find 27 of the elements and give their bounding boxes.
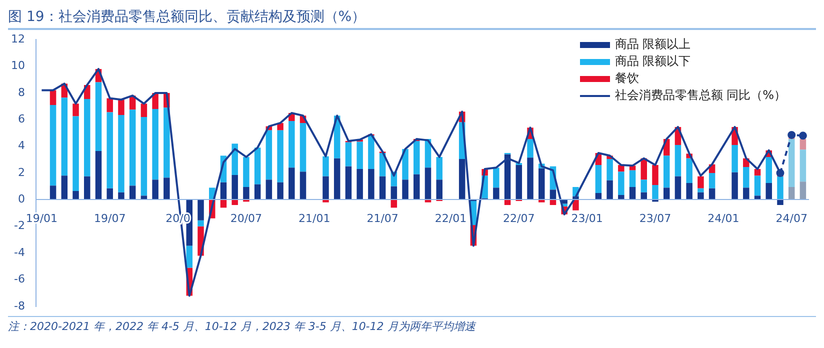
x-tick-label: 22/07: [503, 212, 535, 226]
text: 注：2020-2021 年，2022 年 4-5 月、10-12 月，2023 年 3-5 月、10-12 月为两年平均增速: [8, 316, 816, 334]
x-tick-label: 23/07: [639, 212, 672, 226]
legend-label: 商品 限额以下: [614, 53, 691, 70]
y-tick-label: 6: [18, 112, 25, 126]
x-tick-label: 20/07: [230, 212, 262, 226]
x-tick-label: 19/07: [94, 212, 126, 226]
x-tick-label: 23/01: [571, 212, 603, 226]
y-tick-label: -2: [14, 219, 25, 232]
y-tick-label: -6: [14, 272, 25, 286]
y-tick-label: -4: [14, 246, 25, 259]
legend-label: 商品 限额以上: [614, 36, 691, 53]
x-tick-label: 24/07: [776, 212, 808, 226]
x-tick-label: 21/07: [366, 212, 398, 226]
y-tick-label: -8: [14, 299, 25, 312]
y-tick-label: 4: [18, 139, 25, 152]
y-tick-label: 8: [18, 86, 25, 99]
y-tick-label: 12: [10, 32, 25, 46]
legend-label: 社会消费品零售总额 同比（%）: [614, 87, 786, 104]
y-tick-label: 2: [18, 166, 25, 179]
y-tick-label: 10: [10, 59, 25, 72]
x-tick-label: 21/01: [298, 212, 330, 226]
x-tick-label: 22/01: [434, 212, 467, 226]
legend-label: 餐饮: [614, 70, 639, 87]
x-tick-label: 24/01: [708, 212, 740, 226]
chart-title: 图 19：社会消费品零售总额同比、贡献结构及预测（%）: [8, 8, 816, 30]
y-tick-label: 0: [18, 192, 25, 206]
